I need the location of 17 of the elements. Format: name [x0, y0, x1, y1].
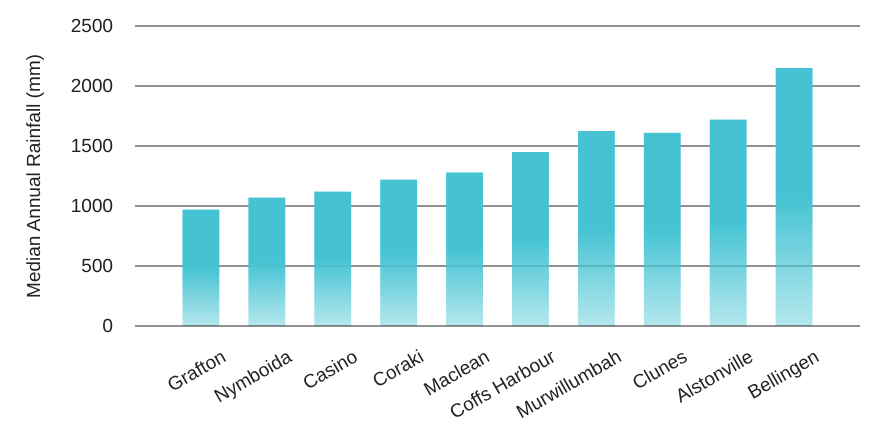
y-tick-label: 2500 — [70, 16, 113, 38]
bar — [644, 132, 681, 326]
bar — [314, 192, 352, 326]
y-tick-label: 1000 — [70, 196, 113, 218]
bar — [446, 172, 483, 326]
bar — [248, 198, 286, 326]
y-tick-label: 1500 — [70, 136, 113, 158]
bar — [710, 120, 747, 326]
bar — [512, 152, 549, 326]
bar — [380, 180, 418, 326]
bar — [578, 131, 615, 326]
bar — [182, 210, 220, 326]
y-axis-title: Median Annual Rainfall (mm) — [24, 54, 45, 298]
y-tick-label: 500 — [81, 256, 113, 278]
bar — [776, 68, 813, 326]
y-tick-label: 0 — [102, 316, 113, 338]
y-tick-label: 2000 — [70, 76, 113, 98]
